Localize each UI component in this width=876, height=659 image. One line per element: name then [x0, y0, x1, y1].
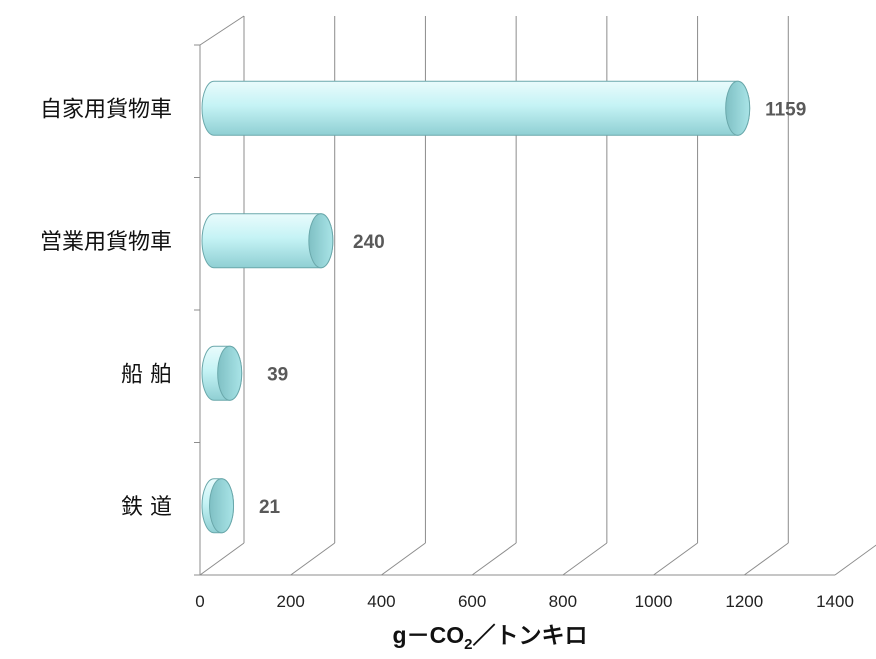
- bar-cap-0: [725, 80, 751, 136]
- data-label-2: 39: [267, 364, 288, 385]
- bar-cap-3: [209, 478, 235, 534]
- bars: [201, 80, 751, 534]
- x-tick-label-200: 200: [277, 592, 305, 611]
- x-tick-label-400: 400: [367, 592, 395, 611]
- x-axis-title: g－CO2／トンキロ: [393, 622, 588, 653]
- labels: 0 200 400 600 800 1000 1200 1400 1159 自家用貨物車 240 営業…: [40, 97, 854, 611]
- data-label-0: 1159: [765, 99, 806, 120]
- x-tick-label-1000: 1000: [635, 592, 673, 611]
- floor-gridline-1400: [834, 544, 876, 576]
- floor-gridline-0: [199, 542, 245, 576]
- bar-2: [201, 345, 243, 401]
- bar-3: [201, 478, 235, 534]
- floor-gridline-600: [471, 542, 517, 576]
- x-tick-label-1200: 1200: [725, 592, 763, 611]
- floor-gridline-1200: [743, 542, 789, 576]
- data-label-3: 21: [259, 497, 281, 518]
- bar-cap-2: [217, 345, 243, 401]
- data-label-1: 240: [353, 232, 385, 253]
- category-label-0: 自家用貨物車: [40, 97, 172, 122]
- category-label-3: 鉄 道: [121, 495, 172, 520]
- category-label-2: 船 舶: [121, 362, 172, 387]
- floor-gridline-1000: [653, 542, 698, 576]
- floor-gridline-800: [562, 542, 608, 576]
- x-tick-label-1400: 1400: [816, 592, 854, 611]
- bar-1: [201, 213, 334, 269]
- category-label-1: 営業用貨物車: [40, 230, 172, 255]
- left-wall-top-edge: [199, 15, 245, 46]
- floor-gridline-200: [290, 542, 336, 576]
- bar-cap-1: [308, 213, 334, 269]
- bar-0: [201, 80, 751, 136]
- x-tick-label-600: 600: [458, 592, 486, 611]
- bar-body-0: [201, 80, 751, 136]
- x-tick-label-0: 0: [195, 592, 204, 611]
- x-tick-label-800: 800: [549, 592, 577, 611]
- floor-gridline-400: [381, 542, 426, 576]
